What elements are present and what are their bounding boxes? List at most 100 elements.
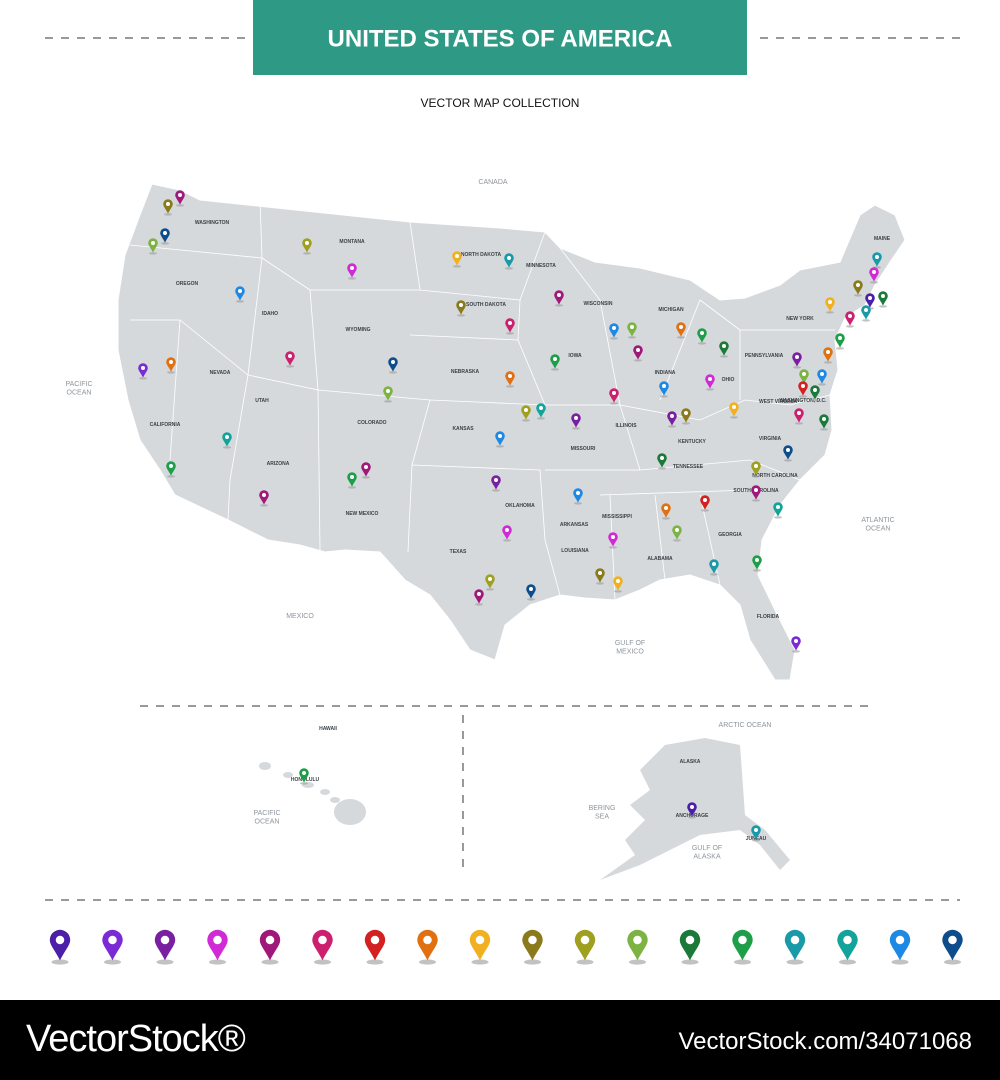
pin-body bbox=[505, 318, 515, 333]
pin-shadow bbox=[752, 475, 760, 478]
state-label: MONTANA bbox=[339, 239, 365, 245]
pin bbox=[751, 825, 761, 842]
pin-dot bbox=[864, 308, 868, 312]
pin-body bbox=[751, 825, 761, 840]
pin-shadow bbox=[701, 509, 709, 512]
pin-shadow bbox=[673, 539, 681, 542]
pin bbox=[521, 405, 531, 422]
pin-body bbox=[102, 929, 123, 961]
pin bbox=[259, 490, 269, 507]
pin-shadow bbox=[628, 336, 636, 339]
pin-shadow bbox=[300, 782, 308, 785]
pin-body bbox=[661, 503, 671, 518]
subtitle: VECTOR MAP COLLECTION bbox=[421, 96, 580, 110]
pin-dot bbox=[754, 464, 758, 468]
title-box bbox=[253, 0, 747, 75]
pin-shadow bbox=[891, 959, 909, 965]
pin bbox=[609, 323, 619, 340]
pin bbox=[661, 503, 671, 520]
pin-dot bbox=[611, 535, 615, 539]
title: UNITED STATES OF AMERICA bbox=[328, 25, 673, 52]
pin-body bbox=[469, 929, 491, 961]
pin bbox=[571, 413, 581, 430]
pin-dot bbox=[822, 417, 826, 421]
pin bbox=[697, 328, 707, 345]
pin bbox=[259, 929, 281, 965]
pin-body bbox=[861, 305, 871, 320]
pin bbox=[154, 929, 176, 965]
pin bbox=[700, 495, 710, 512]
state-label: MISSISSIPPI bbox=[602, 514, 632, 520]
pin bbox=[148, 238, 158, 255]
pin-body bbox=[705, 374, 715, 389]
pin-dot bbox=[178, 193, 182, 197]
pin-dot bbox=[508, 374, 512, 378]
pin-shadow bbox=[839, 959, 856, 965]
pin-dot bbox=[856, 283, 860, 287]
region-label: GULF OF MEXICO bbox=[615, 640, 645, 655]
pin bbox=[522, 929, 543, 965]
pin-dot bbox=[238, 289, 242, 293]
pin-body bbox=[383, 386, 393, 401]
pin bbox=[719, 341, 729, 358]
pin bbox=[383, 386, 393, 403]
pin bbox=[138, 363, 148, 380]
pin bbox=[798, 381, 808, 398]
pin bbox=[705, 374, 715, 391]
pin-dot bbox=[795, 355, 799, 359]
region-label: BERING SEA bbox=[589, 805, 616, 820]
pin-body bbox=[784, 929, 806, 961]
pin-shadow bbox=[486, 588, 494, 591]
pin bbox=[347, 263, 357, 280]
state-label: WISCONSIN bbox=[584, 301, 613, 307]
pin bbox=[709, 559, 719, 576]
pin-dot bbox=[797, 411, 801, 415]
pin-shadow bbox=[303, 252, 311, 255]
state-label: COLORADO bbox=[357, 420, 386, 426]
state-label: OKLAHOMA bbox=[505, 503, 535, 509]
pin-dot bbox=[494, 478, 498, 482]
pin-body bbox=[681, 408, 691, 423]
pin bbox=[657, 453, 667, 470]
pin-shadow bbox=[818, 383, 826, 386]
pin-dot bbox=[875, 255, 879, 259]
pin-shadow bbox=[176, 204, 184, 207]
pin bbox=[679, 929, 701, 965]
pin-body bbox=[613, 576, 623, 591]
state-label: PENNSYLVANIA bbox=[745, 353, 784, 359]
pin-dot bbox=[660, 456, 664, 460]
pin-dot bbox=[141, 366, 145, 370]
pin-dot bbox=[391, 360, 395, 364]
pin-dot bbox=[262, 493, 266, 497]
pin bbox=[751, 485, 761, 502]
pin bbox=[853, 280, 863, 297]
pin-dot bbox=[848, 314, 852, 318]
pin-dot bbox=[302, 771, 306, 775]
pin-body bbox=[347, 472, 357, 487]
pin-dot bbox=[664, 506, 668, 510]
state-label: NORTH DAKOTA bbox=[461, 252, 502, 258]
pin-shadow bbox=[209, 959, 226, 965]
pin-body bbox=[417, 929, 438, 961]
pin-shadow bbox=[537, 417, 545, 420]
pin bbox=[823, 347, 833, 364]
pin-dot bbox=[598, 571, 602, 575]
pin-dot bbox=[305, 241, 309, 245]
pin bbox=[166, 357, 176, 374]
pin bbox=[676, 322, 686, 339]
pin-body bbox=[302, 238, 312, 253]
pin-body bbox=[175, 190, 185, 205]
pin-shadow bbox=[260, 504, 268, 507]
pin-body bbox=[502, 525, 512, 540]
pin-dot bbox=[386, 389, 390, 393]
pin-shadow bbox=[236, 300, 244, 303]
pin-dot bbox=[505, 528, 509, 532]
pin-shadow bbox=[522, 419, 530, 422]
region-label: ATLANTIC OCEAN bbox=[861, 517, 894, 532]
pin bbox=[595, 568, 605, 585]
pin-shadow bbox=[576, 959, 594, 965]
pin-body bbox=[751, 461, 761, 476]
pin-shadow bbox=[784, 459, 792, 462]
pin-body bbox=[853, 280, 863, 295]
pin-body bbox=[679, 929, 701, 961]
